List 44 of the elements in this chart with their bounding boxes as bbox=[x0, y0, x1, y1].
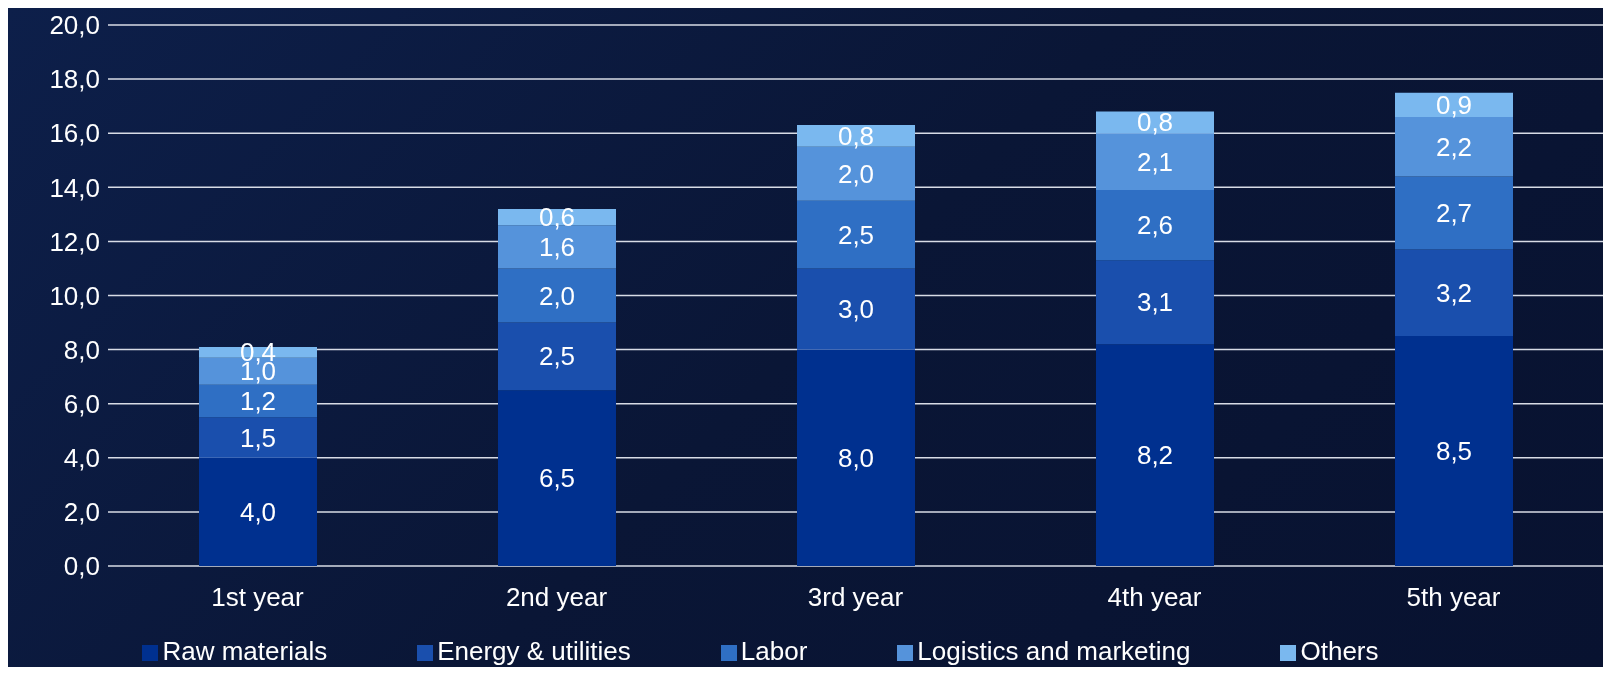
y-tick-label: 14,0 bbox=[49, 172, 100, 203]
y-tick-label: 12,0 bbox=[49, 226, 100, 257]
y-tick-label: 20,0 bbox=[49, 10, 100, 41]
data-label: 8,2 bbox=[1136, 440, 1174, 471]
x-tick-label: 2nd year bbox=[505, 582, 608, 613]
data-label: 3,2 bbox=[1435, 277, 1473, 308]
data-label: 2,5 bbox=[538, 341, 576, 372]
y-tick-label: 16,0 bbox=[49, 118, 100, 149]
x-tick-label: 4th year bbox=[1107, 582, 1202, 613]
data-label: 0,9 bbox=[1435, 89, 1473, 120]
data-label: 0,8 bbox=[1136, 107, 1174, 138]
x-tick-label: 1st year bbox=[211, 582, 305, 613]
legend-label: Logistics and marketing bbox=[917, 636, 1191, 666]
data-label: 2,0 bbox=[837, 158, 875, 189]
data-label: 1,6 bbox=[538, 231, 576, 262]
data-label: 2,5 bbox=[837, 219, 875, 250]
data-label: 4,0 bbox=[239, 496, 277, 527]
data-label: 8,5 bbox=[1435, 436, 1473, 467]
data-label: 8,0 bbox=[837, 442, 875, 473]
y-tick-label: 18,0 bbox=[49, 64, 100, 95]
data-label: 0,8 bbox=[837, 120, 875, 151]
y-tick-label: 10,0 bbox=[49, 280, 100, 311]
legend-label: Energy & utilities bbox=[437, 636, 631, 666]
y-tick-label: 0,0 bbox=[63, 551, 100, 582]
y-tick-label: 4,0 bbox=[63, 443, 100, 474]
data-label: 2,1 bbox=[1136, 146, 1174, 177]
data-label: 1,5 bbox=[239, 422, 277, 453]
data-label: 3,1 bbox=[1136, 287, 1174, 318]
x-tick-label: 5th year bbox=[1406, 582, 1501, 613]
legend-label: Labor bbox=[740, 636, 808, 666]
data-label: 3,0 bbox=[837, 294, 875, 325]
data-label: 2,6 bbox=[1136, 210, 1174, 241]
data-label: 6,5 bbox=[538, 463, 576, 494]
y-tick-label: 8,0 bbox=[63, 334, 100, 365]
legend-label: Raw materials bbox=[162, 636, 328, 666]
y-tick-label: 2,0 bbox=[63, 497, 100, 528]
data-label: 2,7 bbox=[1435, 198, 1473, 228]
data-label: 0,6 bbox=[538, 202, 576, 233]
data-label: 2,0 bbox=[538, 280, 576, 311]
legend-label: Others bbox=[1300, 636, 1379, 666]
x-tick-label: 3rd year bbox=[807, 582, 904, 613]
y-tick-label: 6,0 bbox=[63, 388, 100, 419]
data-label: 1,2 bbox=[239, 385, 277, 416]
data-label: 2,2 bbox=[1435, 131, 1473, 162]
